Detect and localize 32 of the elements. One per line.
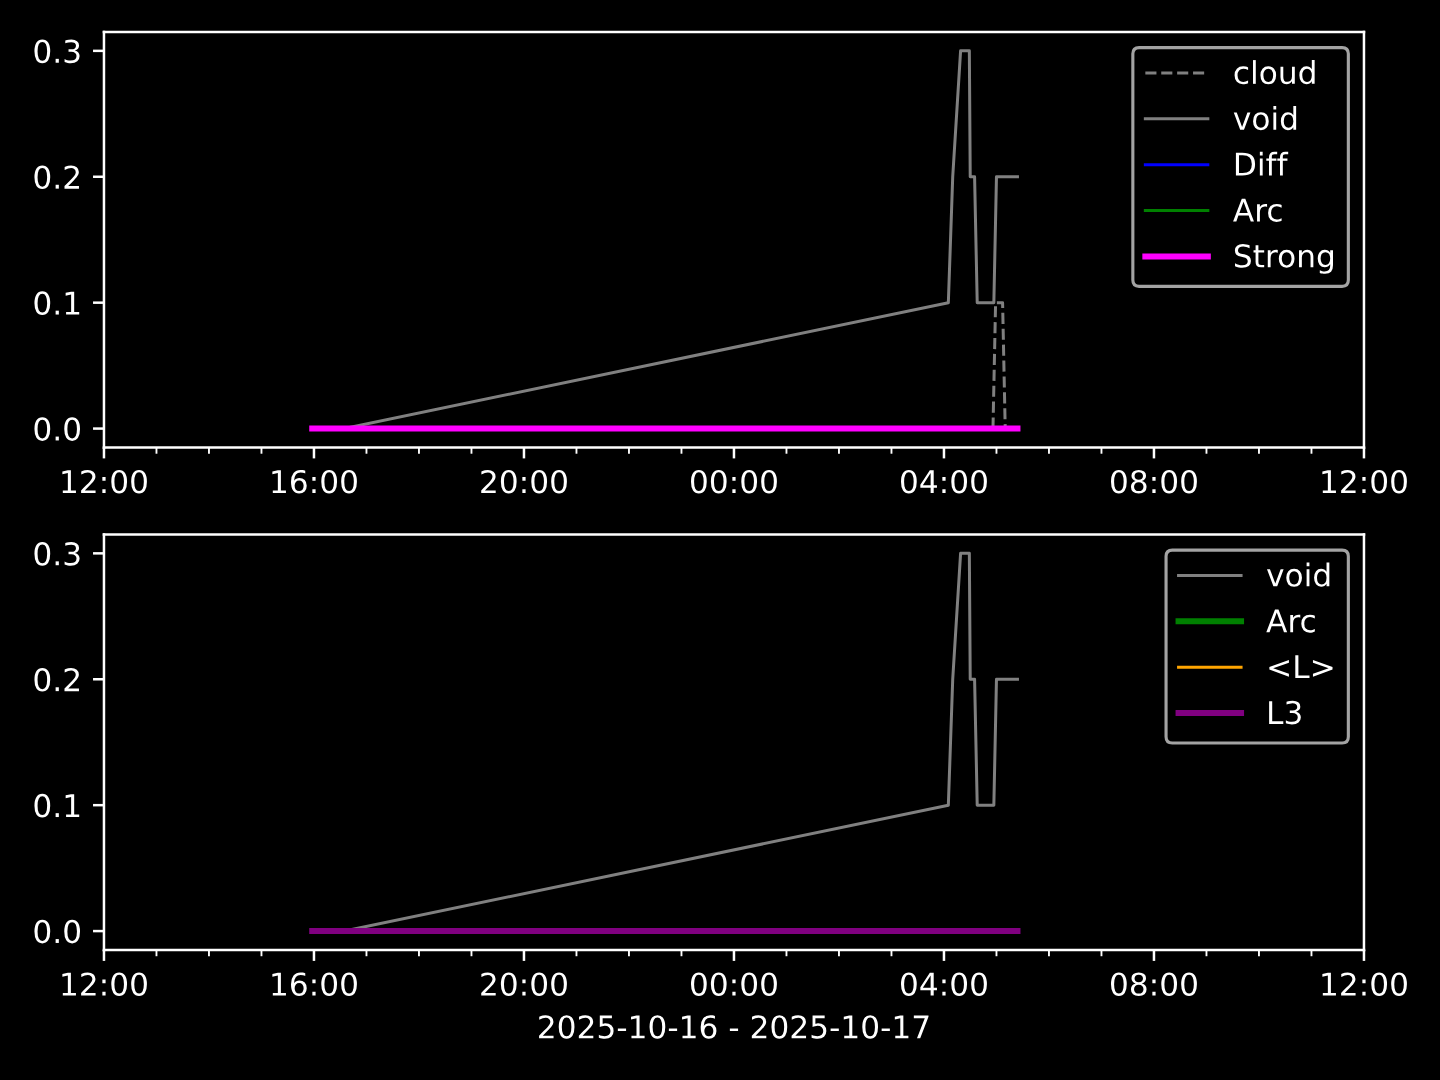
legend-label: L3	[1269, 700, 1301, 725]
x-tick-label: 00:00	[691, 972, 777, 997]
y-tick-label: 0.3	[34, 542, 80, 566]
x-tick-label: 08:00	[1111, 972, 1197, 997]
y-tick-label: 0.1	[34, 793, 80, 818]
x-tick-label: 08:00	[1111, 469, 1197, 494]
x-tick-label: 04:00	[901, 972, 987, 997]
x-tick-label: 20:00	[481, 469, 567, 494]
y-tick-label: 0.0	[34, 919, 81, 944]
x-tick-label: 16:00	[272, 469, 357, 494]
legend-label: Diff	[1235, 151, 1289, 176]
x-tick-label: 04:00	[901, 469, 987, 494]
x-tick-label: 00:00	[691, 469, 777, 494]
y-tick-label: 0.1	[34, 291, 80, 315]
legend-label: Arc	[1233, 198, 1282, 222]
legend-label: void	[1266, 562, 1330, 587]
legend-label: Arc	[1266, 609, 1315, 633]
x-tick-label: 16:00	[272, 972, 357, 997]
x-tick-label: 20:00	[481, 972, 567, 997]
y-tick-label: 0.2	[34, 667, 79, 692]
x-tick-label: 12:00	[1322, 972, 1407, 997]
x-tick-label: 12:00	[62, 972, 147, 997]
x-tick-label: 12:00	[1322, 469, 1407, 494]
y-tick-label: 0.0	[34, 417, 81, 441]
legend-label: void	[1233, 105, 1297, 131]
y-tick-label: 0.3	[34, 39, 80, 64]
y-tick-label: 0.2	[34, 165, 79, 190]
legend-label: <L>	[1269, 655, 1333, 679]
legend-label: Strong	[1234, 244, 1333, 274]
x-tick-label: 12:00	[62, 469, 147, 494]
legend-label: cloud	[1234, 60, 1315, 85]
x-axis-title: 2025-10-16 - 2025-10-17	[539, 1015, 929, 1039]
